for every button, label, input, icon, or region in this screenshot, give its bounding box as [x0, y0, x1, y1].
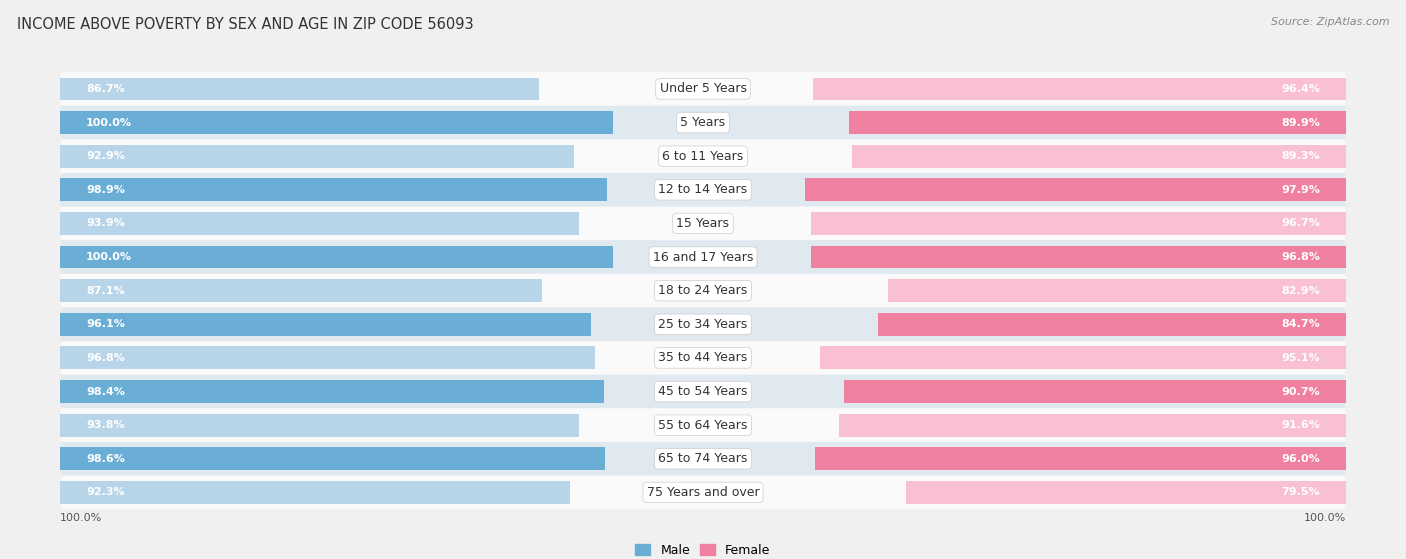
Text: 98.9%: 98.9% — [86, 185, 125, 195]
Legend: Male, Female: Male, Female — [630, 539, 776, 559]
Bar — [813, 78, 1346, 101]
Bar — [907, 481, 1346, 504]
Text: 93.8%: 93.8% — [86, 420, 125, 430]
Text: 87.1%: 87.1% — [86, 286, 125, 296]
Bar — [887, 280, 1346, 302]
Text: 18 to 24 Years: 18 to 24 Years — [658, 284, 748, 297]
Bar — [845, 380, 1346, 403]
Bar — [60, 111, 613, 134]
Bar — [60, 481, 571, 504]
Text: 92.9%: 92.9% — [86, 151, 125, 161]
FancyBboxPatch shape — [60, 139, 1346, 173]
Text: 96.1%: 96.1% — [86, 319, 125, 329]
Bar — [811, 212, 1346, 235]
Bar — [60, 212, 579, 235]
Text: 15 Years: 15 Years — [676, 217, 730, 230]
Text: 12 to 14 Years: 12 to 14 Years — [658, 183, 748, 196]
Bar — [877, 313, 1346, 336]
Text: 97.9%: 97.9% — [1281, 185, 1320, 195]
Bar — [60, 245, 613, 268]
Text: 95.1%: 95.1% — [1281, 353, 1320, 363]
FancyBboxPatch shape — [60, 476, 1346, 509]
Bar — [60, 414, 579, 437]
Bar — [60, 447, 605, 470]
Bar — [815, 447, 1346, 470]
Text: INCOME ABOVE POVERTY BY SEX AND AGE IN ZIP CODE 56093: INCOME ABOVE POVERTY BY SEX AND AGE IN Z… — [17, 17, 474, 32]
FancyBboxPatch shape — [60, 240, 1346, 274]
Text: 96.8%: 96.8% — [1281, 252, 1320, 262]
Text: 91.6%: 91.6% — [1281, 420, 1320, 430]
Bar — [820, 347, 1346, 369]
Bar — [839, 414, 1346, 437]
FancyBboxPatch shape — [60, 72, 1346, 106]
Text: 65 to 74 Years: 65 to 74 Years — [658, 452, 748, 465]
FancyBboxPatch shape — [60, 173, 1346, 207]
Text: 89.3%: 89.3% — [1281, 151, 1320, 161]
Text: 96.8%: 96.8% — [86, 353, 125, 363]
FancyBboxPatch shape — [60, 274, 1346, 307]
Text: 92.3%: 92.3% — [86, 487, 125, 498]
Text: 79.5%: 79.5% — [1281, 487, 1320, 498]
FancyBboxPatch shape — [60, 409, 1346, 442]
Text: 35 to 44 Years: 35 to 44 Years — [658, 352, 748, 364]
Text: 6 to 11 Years: 6 to 11 Years — [662, 150, 744, 163]
FancyBboxPatch shape — [60, 442, 1346, 476]
FancyBboxPatch shape — [60, 207, 1346, 240]
Text: 96.0%: 96.0% — [1281, 454, 1320, 464]
Text: 89.9%: 89.9% — [1281, 117, 1320, 127]
Text: 100.0%: 100.0% — [86, 252, 132, 262]
Text: 45 to 54 Years: 45 to 54 Years — [658, 385, 748, 398]
Text: 98.4%: 98.4% — [86, 387, 125, 396]
Text: 84.7%: 84.7% — [1281, 319, 1320, 329]
Text: Source: ZipAtlas.com: Source: ZipAtlas.com — [1271, 17, 1389, 27]
Text: 100.0%: 100.0% — [86, 117, 132, 127]
Bar — [60, 280, 541, 302]
Bar — [811, 245, 1346, 268]
Text: 16 and 17 Years: 16 and 17 Years — [652, 250, 754, 263]
Text: Under 5 Years: Under 5 Years — [659, 82, 747, 96]
Text: 100.0%: 100.0% — [1303, 513, 1346, 523]
FancyBboxPatch shape — [60, 307, 1346, 341]
Text: 90.7%: 90.7% — [1281, 387, 1320, 396]
Text: 75 Years and over: 75 Years and over — [647, 486, 759, 499]
Text: 5 Years: 5 Years — [681, 116, 725, 129]
Bar — [60, 380, 605, 403]
Bar — [804, 178, 1346, 201]
Text: 93.9%: 93.9% — [86, 219, 125, 229]
FancyBboxPatch shape — [60, 375, 1346, 409]
Bar — [60, 313, 592, 336]
Text: 100.0%: 100.0% — [60, 513, 103, 523]
FancyBboxPatch shape — [60, 341, 1346, 375]
Text: 82.9%: 82.9% — [1281, 286, 1320, 296]
Bar — [849, 111, 1346, 134]
Text: 86.7%: 86.7% — [86, 84, 125, 94]
Text: 25 to 34 Years: 25 to 34 Years — [658, 318, 748, 331]
FancyBboxPatch shape — [60, 106, 1346, 139]
Bar — [60, 145, 574, 168]
Bar — [60, 347, 595, 369]
Text: 96.7%: 96.7% — [1281, 219, 1320, 229]
Text: 55 to 64 Years: 55 to 64 Years — [658, 419, 748, 432]
Bar — [60, 78, 540, 101]
Text: 96.4%: 96.4% — [1281, 84, 1320, 94]
Bar — [852, 145, 1346, 168]
Text: 98.6%: 98.6% — [86, 454, 125, 464]
Bar — [60, 178, 607, 201]
